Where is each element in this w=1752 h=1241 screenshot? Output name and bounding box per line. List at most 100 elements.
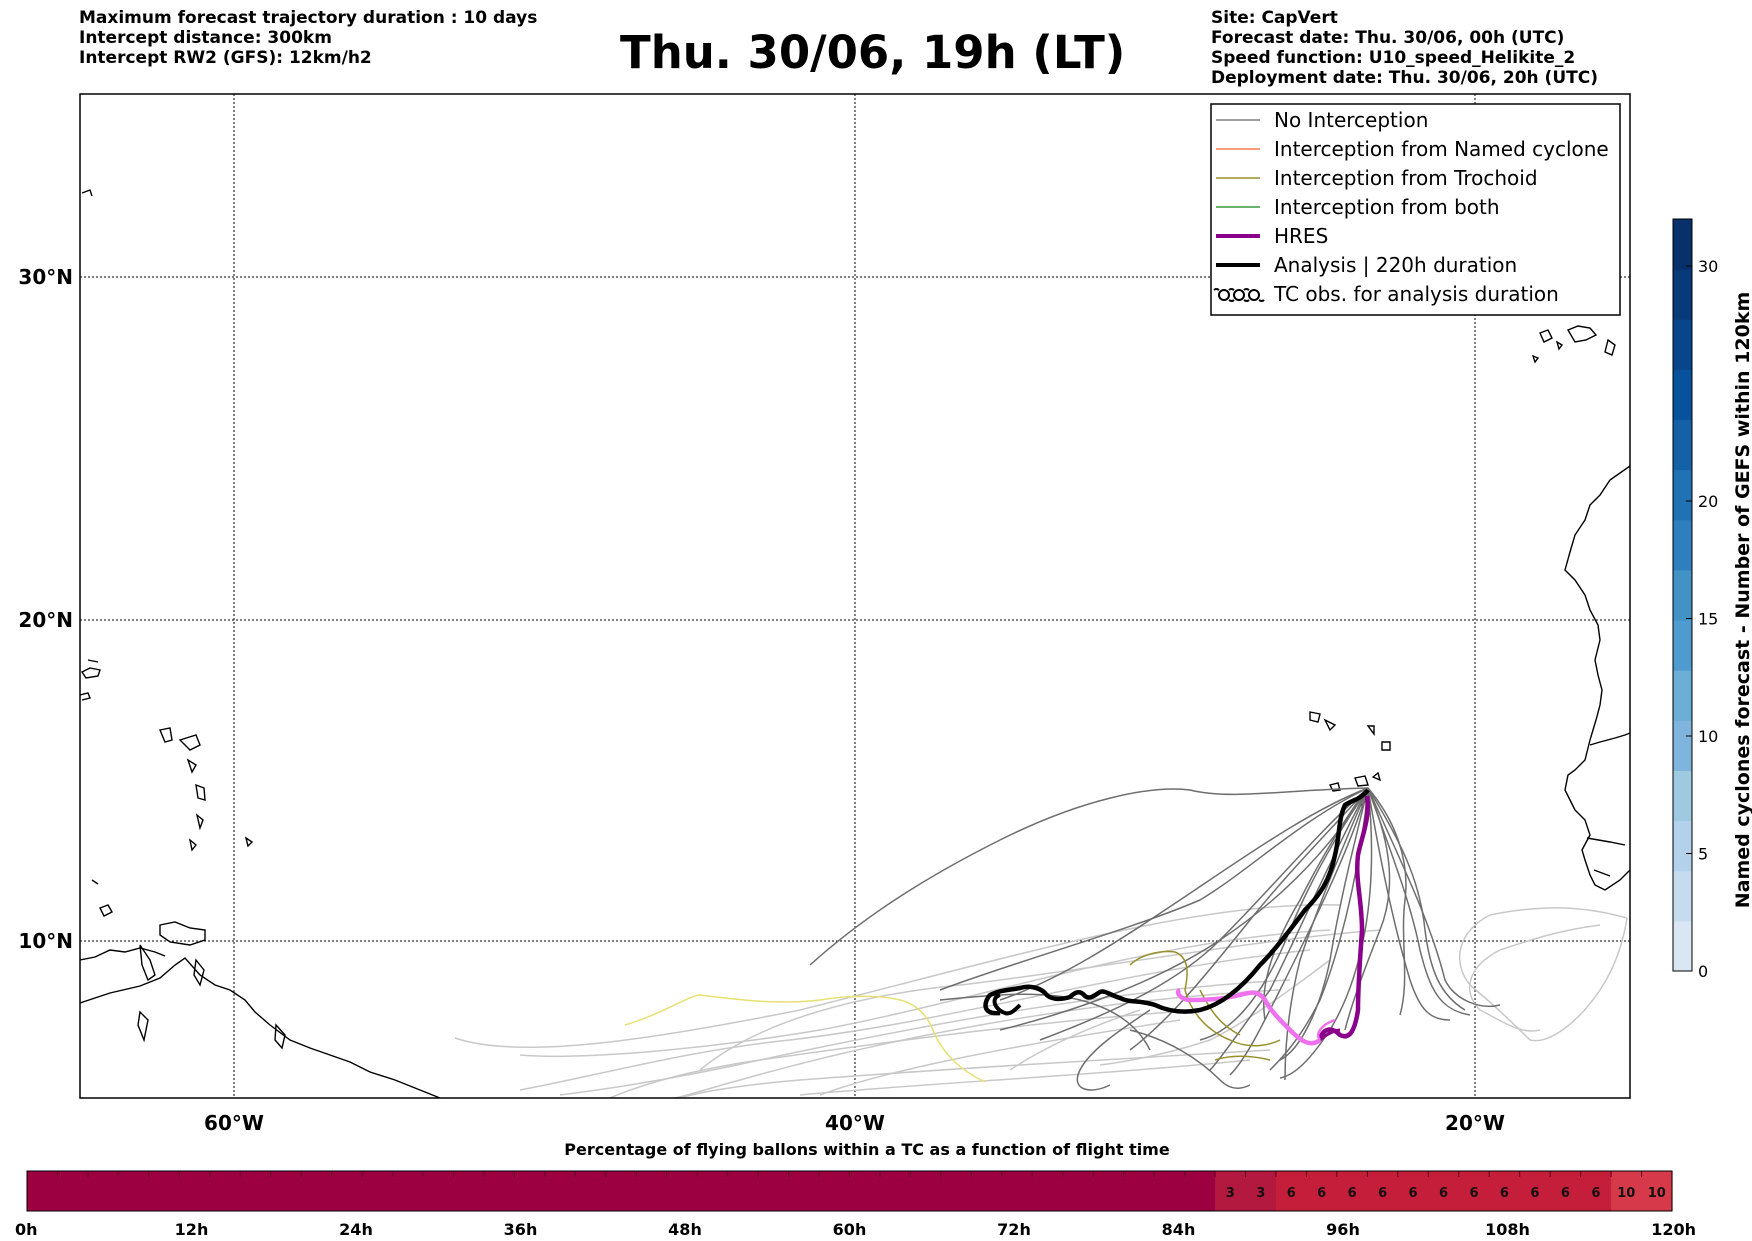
colorbar-cell (1673, 920, 1692, 972)
page-title: Thu. 30/06, 19h (LT) (620, 26, 1126, 79)
flight-time-cell (148, 1171, 180, 1211)
lat-label-20n: 20°N (18, 608, 73, 632)
flight-time-tick-label: 72h (997, 1220, 1031, 1239)
flight-time-cell (1093, 1171, 1125, 1211)
flight-time-cell-value: 6 (1500, 1186, 1509, 1201)
flight-time-cell (331, 1171, 363, 1211)
flight-time-cell-value: 6 (1287, 1186, 1296, 1201)
flight-time-cell (1062, 1171, 1094, 1211)
flight-time-cell (1245, 1171, 1277, 1211)
flight-time-cell (1550, 1171, 1582, 1211)
graticule (80, 94, 1630, 1098)
legend-label: Interception from Named cyclone (1274, 137, 1609, 161)
legend-item: Interception from both (1216, 195, 1500, 219)
lat-label-10n: 10°N (18, 929, 73, 953)
lon-label-40w: 40°W (825, 1111, 885, 1135)
flight-time-cell (118, 1171, 150, 1211)
colorbar-cell (1673, 319, 1692, 370)
flight-time-cell-value: 6 (1439, 1186, 1448, 1201)
flight-time-cell (666, 1171, 698, 1211)
flight-time-cell (453, 1171, 485, 1211)
flight-time-cell (270, 1171, 302, 1211)
flight-time-cell (788, 1171, 820, 1211)
flight-time-cell (1154, 1171, 1186, 1211)
colorbar-cell (1673, 519, 1692, 571)
colorbar-tick-label: 0 (1698, 962, 1708, 981)
flight-time-cell (940, 1171, 972, 1211)
colorbar-cell (1673, 670, 1692, 721)
flight-time-cell (1428, 1171, 1460, 1211)
flight-time-cell (1397, 1171, 1429, 1211)
flight-time-cell (392, 1171, 424, 1211)
flight-time-cell (575, 1171, 607, 1211)
flight-time-cell (209, 1171, 241, 1211)
flight-time-cell (1123, 1171, 1155, 1211)
flight-time-cell (758, 1171, 790, 1211)
header-line-speed-function: Speed function: U10_speed_Helikite_2 (1211, 48, 1576, 68)
lat-label-30n: 30°N (18, 265, 73, 289)
flight-time-bar-frame (26, 1170, 1673, 1212)
flight-time-cell (1489, 1171, 1521, 1211)
coastline-caribbean (80, 189, 441, 1098)
flight-time-cell (605, 1171, 637, 1211)
colorbar-cell (1673, 870, 1692, 922)
flight-time-tick-label: 24h (339, 1220, 373, 1239)
flight-time-tick-label: 36h (504, 1220, 538, 1239)
flight-time-cell (1367, 1171, 1399, 1211)
flight-time-cell (971, 1171, 1003, 1211)
flight-time-cell (27, 1171, 59, 1211)
flight-time-cell (301, 1171, 333, 1211)
flight-time-cell (514, 1171, 546, 1211)
flight-time-cell (1001, 1171, 1033, 1211)
header-line-distance: Intercept distance: 300km (79, 28, 332, 48)
flight-time-cell (483, 1171, 516, 1211)
flight-time-cell (819, 1171, 851, 1211)
flight-time-tick-label: 48h (668, 1220, 702, 1239)
colorbar-cell (1673, 720, 1692, 771)
colorbar-cell (1673, 569, 1692, 621)
flight-time-cell (1306, 1171, 1338, 1211)
flight-time-cell (636, 1171, 668, 1211)
legend-item: Interception from Trochoid (1216, 166, 1538, 190)
flight-time-cell (1336, 1171, 1368, 1211)
flight-time-tick-label: 96h (1326, 1220, 1360, 1239)
header-line-site: Site: CapVert (1211, 8, 1338, 28)
flight-time-bar: Percentage of flying ballons within a TC… (15, 1140, 1696, 1239)
flight-time-cell (879, 1171, 912, 1211)
flight-time-cell-value: 6 (1409, 1186, 1418, 1201)
flight-time-cell (849, 1171, 881, 1211)
legend-item: TC obs. for analysis duration (1213, 282, 1559, 306)
colorbar: 0 5 10 15 20 30 Named cyclones forecast - Num… (1672, 218, 1752, 981)
trajectory-hres (1175, 795, 1370, 1046)
flight-time-cell-value: 3 (1226, 1186, 1235, 1201)
flight-time-tick-label: 12h (175, 1220, 209, 1239)
legend-label: Interception from both (1274, 195, 1500, 219)
header-left: Maximum forecast trajectory duration : 1… (79, 8, 537, 68)
header-line-forecast-date: Forecast date: Thu. 30/06, 00h (UTC) (1211, 28, 1565, 48)
colorbar-cell (1673, 219, 1692, 270)
flight-time-cell-value: 6 (1378, 1186, 1387, 1201)
flight-time-cell-value: 6 (1561, 1186, 1570, 1201)
flight-time-cell (1611, 1171, 1643, 1211)
flight-time-tick-label: 108h (1485, 1220, 1530, 1239)
colorbar-tick-label: 15 (1698, 610, 1718, 629)
colorbar-label: Named cyclones forecast - Number of GEFS… (1732, 292, 1752, 909)
flight-time-cell (240, 1171, 272, 1211)
flight-time-cell (697, 1171, 729, 1211)
colorbar-cell (1673, 620, 1692, 671)
legend-item: Analysis | 220h duration (1216, 253, 1517, 277)
trajectories-yellow (624, 994, 986, 1083)
colorbar-tick-label: 10 (1698, 727, 1718, 746)
header-line-deployment-date: Deployment date: Thu. 30/06, 20h (UTC) (1211, 68, 1598, 88)
legend: No Interception Interception from Named c… (1210, 103, 1621, 316)
header-right: Site: CapVert Forecast date: Thu. 30/06,… (1211, 8, 1598, 88)
coastline-africa (1309, 325, 1630, 891)
flight-time-cell-value: 6 (1317, 1186, 1326, 1201)
flight-time-cell (87, 1171, 119, 1211)
flight-time-cell (57, 1171, 89, 1211)
colorbar-cell (1673, 369, 1692, 421)
flight-time-cell (727, 1171, 759, 1211)
colorbar-cell (1673, 820, 1692, 872)
flight-time-cell-value: 6 (1530, 1186, 1539, 1201)
lon-label-20w: 20°W (1445, 1111, 1505, 1135)
